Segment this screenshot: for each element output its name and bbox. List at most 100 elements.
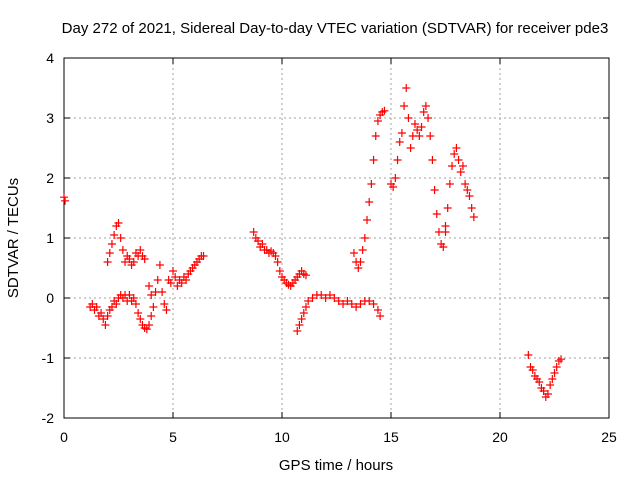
data-point <box>116 234 125 242</box>
data-point <box>99 315 108 323</box>
data-point <box>169 267 177 275</box>
y-tick-label: -2 <box>42 410 55 426</box>
data-point <box>121 258 130 266</box>
data-point <box>369 156 378 164</box>
y-tick-label: 4 <box>46 50 54 66</box>
data-point <box>334 297 343 305</box>
data-point <box>301 303 310 311</box>
data-point <box>145 282 154 290</box>
data-point <box>293 327 302 335</box>
data-point <box>271 252 280 260</box>
data-point <box>402 84 411 92</box>
data-point <box>456 168 465 176</box>
data-point <box>112 300 121 308</box>
tick-label-layer: 0 5 10 15 20 25 -2 -1 0 1 2 3 4 <box>42 50 617 445</box>
data-point <box>105 249 114 257</box>
data-point <box>61 196 70 205</box>
tick-layer <box>63 57 610 419</box>
data-point <box>448 162 457 170</box>
data-point <box>308 294 317 302</box>
data-point <box>88 300 97 308</box>
data-point <box>360 234 369 242</box>
data-point <box>524 351 533 359</box>
y-tick-label: 0 <box>46 290 54 306</box>
data-point <box>528 366 537 374</box>
data-point <box>430 186 439 194</box>
data-point <box>131 300 140 308</box>
data-point <box>552 363 561 371</box>
series-arc6 <box>387 84 450 251</box>
data-point <box>107 240 116 248</box>
data-point <box>125 291 134 299</box>
data-point <box>432 210 441 218</box>
data-point <box>97 309 106 317</box>
data-point <box>304 297 313 305</box>
data-point <box>60 193 68 202</box>
data-point <box>352 303 361 311</box>
data-point <box>465 192 474 200</box>
x-tick-label: 0 <box>60 429 68 445</box>
data-point <box>467 204 476 212</box>
data-point <box>160 300 169 308</box>
data-point <box>330 294 339 302</box>
data-point <box>92 303 101 311</box>
data-point <box>539 387 548 395</box>
data-point <box>321 294 330 302</box>
data-point <box>391 174 400 182</box>
data-point <box>129 258 138 266</box>
y-tick-label: 1 <box>46 230 54 246</box>
data-point <box>356 300 365 308</box>
data-point <box>129 294 138 302</box>
data-point <box>347 300 356 308</box>
series-arc1-lower <box>86 291 156 334</box>
x-tick-label: 15 <box>383 429 399 445</box>
data-point <box>145 321 154 329</box>
data-point <box>177 279 186 287</box>
chart-title: Day 272 of 2021, Sidereal Day-to-day VTE… <box>62 20 609 37</box>
data-point <box>369 300 378 308</box>
data-point <box>147 312 156 320</box>
data-point <box>397 129 406 137</box>
data-point <box>550 369 559 377</box>
data-point <box>182 276 191 284</box>
data-point <box>140 255 149 263</box>
data-point <box>365 297 374 305</box>
data-point <box>410 120 419 128</box>
data-point <box>426 132 435 140</box>
y-axis-title: SDTVAR / TECUs <box>5 178 22 298</box>
data-point <box>258 240 267 248</box>
data-point <box>136 246 145 254</box>
data-point <box>171 273 180 281</box>
data-point <box>421 102 430 110</box>
data-point <box>354 264 363 272</box>
data-point <box>110 231 119 239</box>
data-point <box>107 303 116 311</box>
data-point <box>469 213 478 221</box>
series-arc1-upper <box>103 219 149 269</box>
data-point <box>166 279 175 287</box>
data-point <box>373 117 382 125</box>
data-point <box>450 150 459 158</box>
data-point <box>461 180 470 188</box>
data-point <box>443 204 452 212</box>
data-point <box>373 306 382 314</box>
data-point <box>428 156 437 164</box>
data-point <box>317 291 326 299</box>
x-axis-title: GPS time / hours <box>279 457 393 474</box>
series-arc2 <box>145 252 208 314</box>
data-point <box>424 114 433 122</box>
data-point <box>142 325 151 334</box>
data-point <box>363 216 372 224</box>
grid-layer <box>64 58 609 418</box>
data-point <box>149 303 158 311</box>
data-point <box>380 106 389 115</box>
data-point <box>395 138 404 146</box>
data-point <box>367 180 376 188</box>
data-point <box>325 291 334 299</box>
data-point <box>114 219 123 227</box>
x-tick-label: 5 <box>169 429 177 445</box>
data-point <box>254 237 263 245</box>
data-point <box>413 126 422 134</box>
